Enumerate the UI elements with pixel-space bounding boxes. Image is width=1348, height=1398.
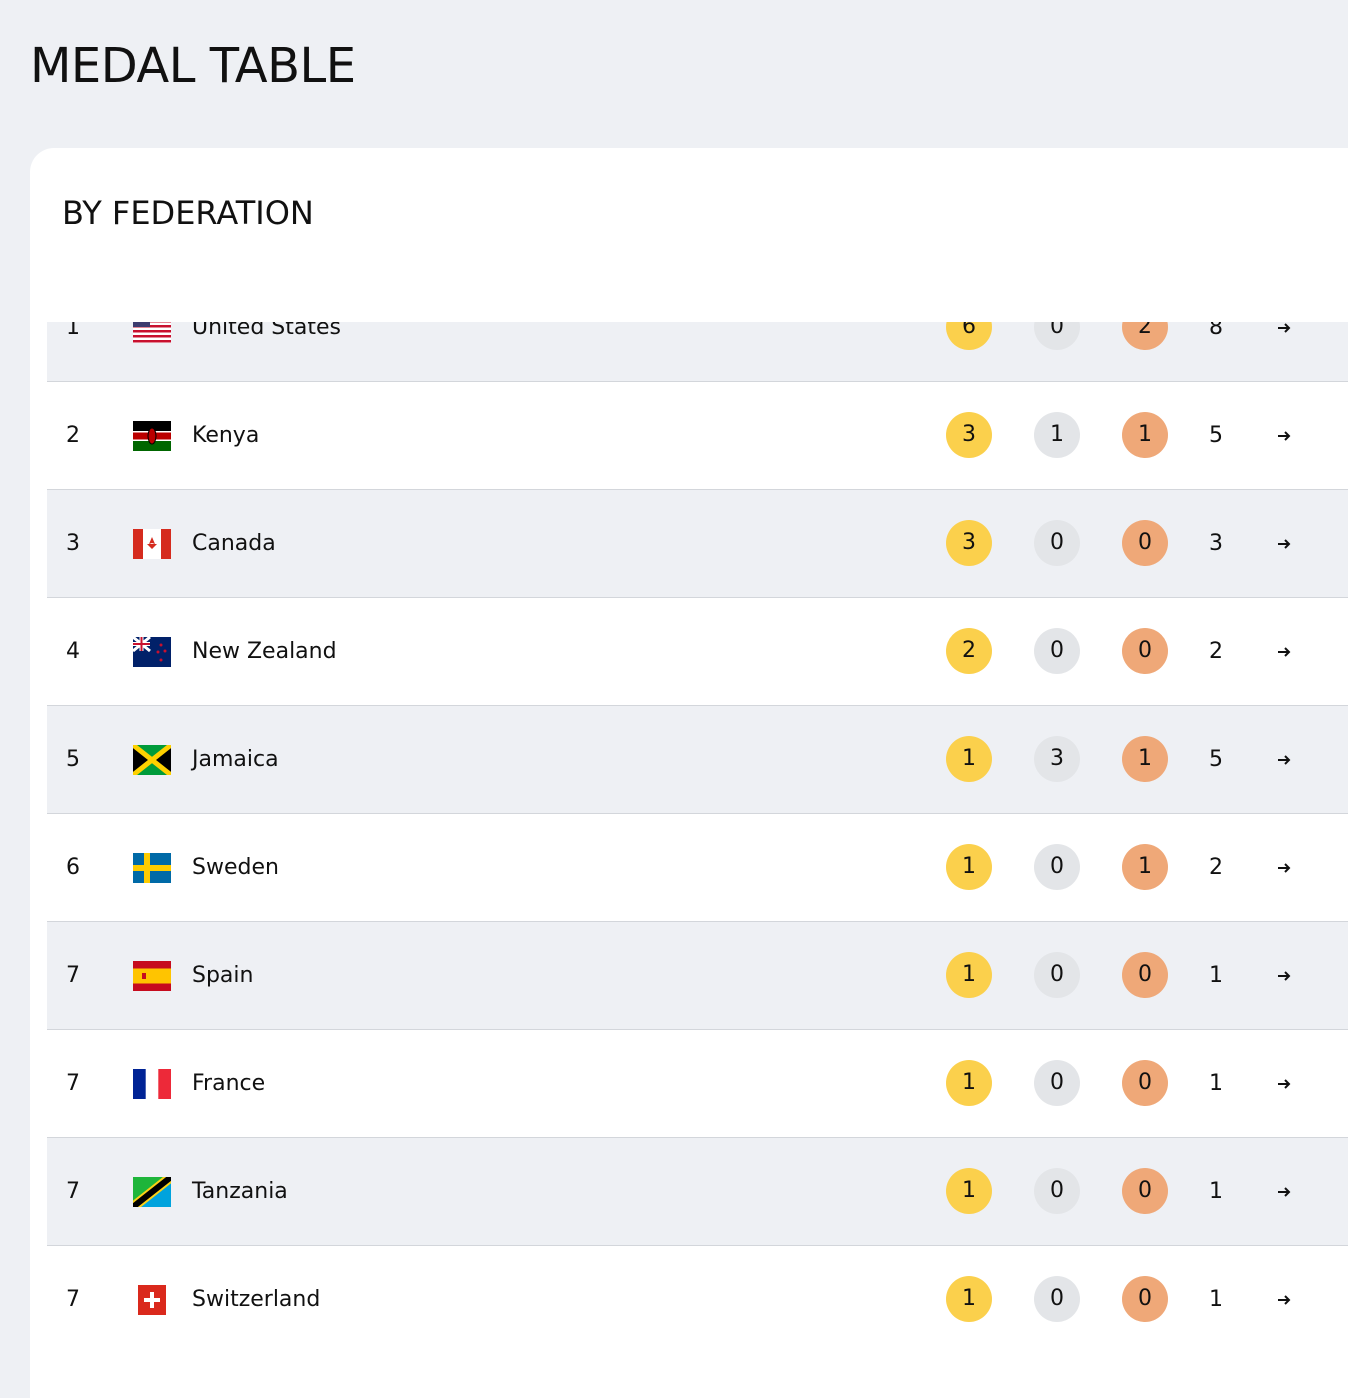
medal-row[interactable]: 7 France 1 0 0 1 <box>47 1030 1348 1138</box>
gold-count: 2 <box>946 628 992 674</box>
gold-count: 1 <box>946 844 992 890</box>
rank: 7 <box>66 1179 80 1204</box>
row-arrow[interactable] <box>1276 428 1292 444</box>
flag <box>133 421 171 451</box>
silver-count: 0 <box>1034 628 1080 674</box>
row-arrow[interactable] <box>1276 860 1292 876</box>
row-arrow[interactable] <box>1276 1076 1292 1092</box>
flag <box>133 529 171 559</box>
medal-row[interactable]: 4 New Zealand 2 0 0 2 <box>47 598 1348 706</box>
rank: 4 <box>66 639 80 664</box>
total-count: 5 <box>1209 747 1223 772</box>
silver-count: 0 <box>1034 520 1080 566</box>
medal-row[interactable]: 1 United States 6 0 2 8 <box>47 322 1348 382</box>
bronze-count: 2 <box>1122 322 1168 350</box>
gold-count: 3 <box>946 412 992 458</box>
flag <box>133 1177 171 1207</box>
country-name: New Zealand <box>192 639 337 664</box>
bronze-count: 0 <box>1122 628 1168 674</box>
total-count: 1 <box>1209 1179 1223 1204</box>
total-count: 2 <box>1209 855 1223 880</box>
silver-count: 0 <box>1034 322 1080 350</box>
gold-count: 1 <box>946 952 992 998</box>
country-name: Spain <box>192 963 254 988</box>
medal-row[interactable]: 5 Jamaica 1 3 1 5 <box>47 706 1348 814</box>
total-count: 5 <box>1209 423 1223 448</box>
bronze-count: 0 <box>1122 1060 1168 1106</box>
flag <box>133 853 171 883</box>
rank: 7 <box>66 1071 80 1096</box>
medal-row[interactable]: 6 Sweden 1 0 1 2 <box>47 814 1348 922</box>
medal-row[interactable]: 2 Kenya 3 1 1 5 <box>47 382 1348 490</box>
total-count: 1 <box>1209 963 1223 988</box>
medal-row[interactable]: 7 Switzerland 1 0 0 1 <box>47 1246 1348 1348</box>
silver-count: 0 <box>1034 1276 1080 1322</box>
row-arrow[interactable] <box>1276 644 1292 660</box>
silver-count: 0 <box>1034 1168 1080 1214</box>
country-name: Jamaica <box>192 747 279 772</box>
page-title: MEDAL TABLE <box>30 38 356 94</box>
rank: 7 <box>66 963 80 988</box>
gold-count: 6 <box>946 322 992 350</box>
row-arrow[interactable] <box>1276 752 1292 768</box>
medal-row[interactable]: 7 Spain 1 0 0 1 <box>47 922 1348 1030</box>
bronze-count: 1 <box>1122 844 1168 890</box>
country-name: Tanzania <box>192 1179 288 1204</box>
flag <box>133 637 171 667</box>
bronze-count: 1 <box>1122 412 1168 458</box>
silver-count: 1 <box>1034 412 1080 458</box>
bronze-count: 0 <box>1122 1168 1168 1214</box>
flag <box>133 322 171 343</box>
rank: 6 <box>66 855 80 880</box>
total-count: 3 <box>1209 531 1223 556</box>
country-name: United States <box>192 322 341 340</box>
rank: 5 <box>66 747 80 772</box>
gold-count: 3 <box>946 520 992 566</box>
country-name: Switzerland <box>192 1287 321 1312</box>
gold-count: 1 <box>946 1060 992 1106</box>
flag <box>138 1285 166 1315</box>
page: MEDAL TABLE BY FEDERATION 1 United States… <box>30 38 1348 1398</box>
silver-count: 3 <box>1034 736 1080 782</box>
medal-row[interactable]: 7 Tanzania 1 0 0 1 <box>47 1138 1348 1246</box>
gold-count: 1 <box>946 736 992 782</box>
rank: 7 <box>66 1287 80 1312</box>
silver-count: 0 <box>1034 952 1080 998</box>
medal-row[interactable]: 3 Canada 3 0 0 3 <box>47 490 1348 598</box>
bronze-count: 0 <box>1122 1276 1168 1322</box>
flag <box>133 1069 171 1099</box>
country-name: France <box>192 1071 266 1096</box>
country-name: Sweden <box>192 855 279 880</box>
gold-count: 1 <box>946 1168 992 1214</box>
bronze-count: 1 <box>1122 736 1168 782</box>
total-count: 8 <box>1209 322 1223 340</box>
row-arrow[interactable] <box>1276 322 1292 336</box>
row-arrow[interactable] <box>1276 968 1292 984</box>
country-name: Canada <box>192 531 276 556</box>
total-count: 2 <box>1209 639 1223 664</box>
row-arrow[interactable] <box>1276 1292 1292 1308</box>
silver-count: 0 <box>1034 844 1080 890</box>
gold-count: 1 <box>946 1276 992 1322</box>
rank: 1 <box>66 322 80 340</box>
flag <box>133 961 171 991</box>
flag <box>133 745 171 775</box>
total-count: 1 <box>1209 1287 1223 1312</box>
country-name: Kenya <box>192 423 260 448</box>
bronze-count: 0 <box>1122 952 1168 998</box>
bronze-count: 0 <box>1122 520 1168 566</box>
rank: 2 <box>66 423 80 448</box>
row-arrow[interactable] <box>1276 536 1292 552</box>
section-title: BY FEDERATION <box>62 194 314 232</box>
rank: 3 <box>66 531 80 556</box>
total-count: 1 <box>1209 1071 1223 1096</box>
medal-list: 1 United States 6 0 2 8 2 Kenya 3 1 1 5 3 Canada 3 0 0 3 4… <box>47 322 1348 1348</box>
row-arrow[interactable] <box>1276 1184 1292 1200</box>
silver-count: 0 <box>1034 1060 1080 1106</box>
